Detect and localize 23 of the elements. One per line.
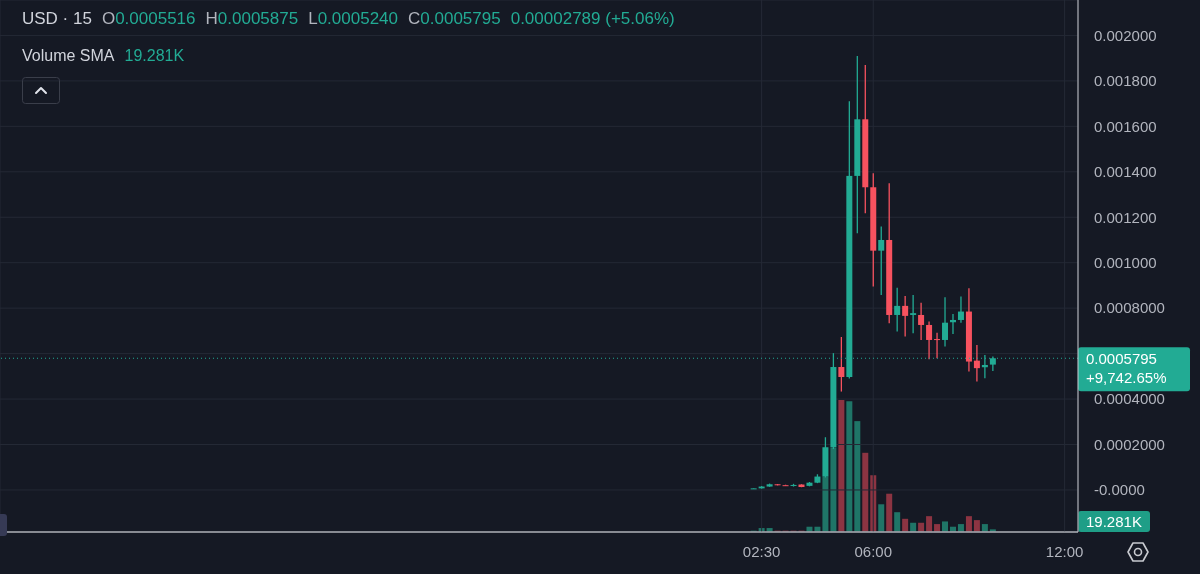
x-tick-label: 12:00 bbox=[1045, 542, 1084, 560]
y-tick-label: 0.0002000 bbox=[1094, 435, 1165, 453]
chart-title: Volume SMA bbox=[22, 47, 115, 65]
annotation: C0.0005795 bbox=[408, 9, 501, 28]
text: USD · 15 bbox=[22, 9, 92, 29]
x-tick-label: 06:00 bbox=[854, 542, 893, 560]
x-tick-label: 02:30 bbox=[742, 542, 781, 560]
ref-line-label: 0.0005795 +9,742.65% bbox=[1086, 350, 1167, 387]
y-tick-label: 0.0008000 bbox=[1094, 299, 1165, 317]
y-tick-label: 0.001800 bbox=[1094, 72, 1157, 90]
y-tick-label: 0.001200 bbox=[1094, 208, 1157, 226]
annotation: L0.0005240 bbox=[308, 9, 399, 28]
y-tick-label: 0.001600 bbox=[1094, 117, 1157, 135]
annotation: O0.0005516 bbox=[101, 9, 196, 28]
y-tick-label: 0.002000 bbox=[1094, 26, 1157, 44]
text: 19.281K bbox=[1078, 511, 1150, 532]
y-tick-label: 0.001000 bbox=[1094, 254, 1157, 272]
y-tick-label: -0.0000 bbox=[1094, 481, 1145, 499]
y-tick-label: 0.001400 bbox=[1094, 163, 1157, 181]
y-tick-label: 0.0004000 bbox=[1094, 390, 1165, 408]
annotation: H0.0005875 bbox=[205, 9, 299, 28]
annotation: 19.281K bbox=[124, 47, 185, 65]
annotation: 0.00002789 (+5.06%) bbox=[510, 9, 675, 29]
